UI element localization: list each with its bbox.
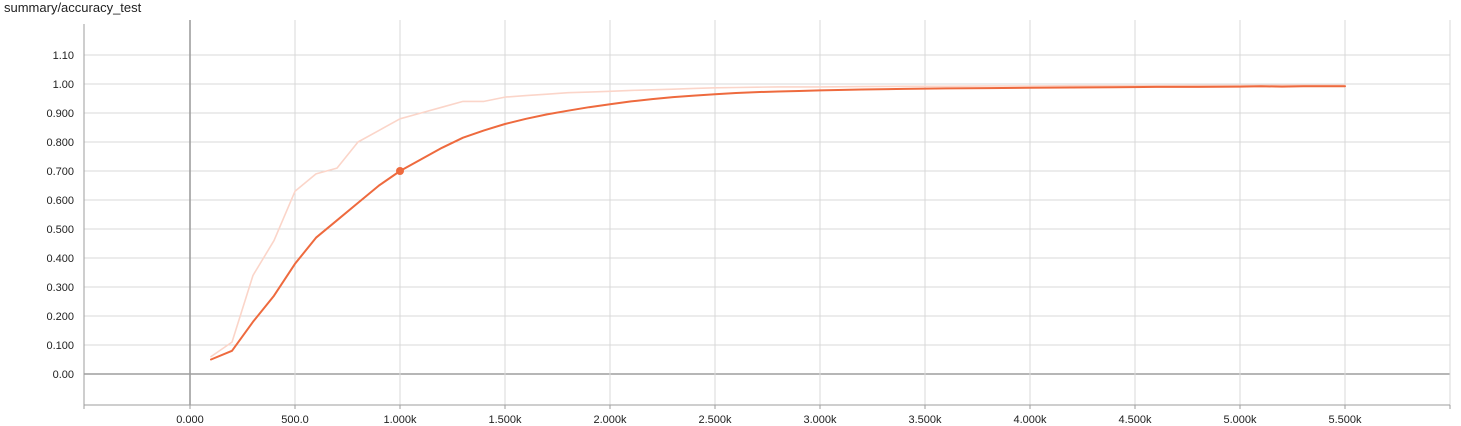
x-tick-label: 2.000k [593, 414, 627, 426]
x-tick-label: 0.000 [176, 414, 204, 426]
x-tick-label: 3.000k [803, 414, 837, 426]
highlight-marks [396, 167, 404, 175]
y-tick-label: 0.500 [46, 224, 74, 236]
y-tick-label: 0.600 [46, 195, 74, 207]
x-tick-label: 5.000k [1223, 414, 1257, 426]
y-tick-label: 0.400 [46, 253, 74, 265]
x-tick-label: 5.500k [1328, 414, 1362, 426]
x-tick-label: 1.000k [383, 414, 417, 426]
grid [84, 20, 1450, 405]
axes [83, 20, 1451, 409]
y-tick-label: 0.00 [53, 369, 74, 381]
x-tick-label: 4.500k [1118, 414, 1152, 426]
y-tick-label: 1.00 [53, 79, 74, 91]
x-tick-labels: 0.000 500.0 1.000k 1.500k 2.000k 2.500k 3.000k… [176, 414, 1362, 426]
x-tick-label: 4.000k [1013, 414, 1047, 426]
y-tick-label: 0.200 [46, 311, 74, 323]
raw-series-line [210, 84, 1346, 358]
x-tick-label: 2.500k [698, 414, 732, 426]
chart-title: summary/accuracy_test [4, 0, 142, 15]
highlight-point[interactable] [396, 167, 404, 175]
y-tick-label: 0.700 [46, 166, 74, 178]
series-lines [210, 84, 1346, 361]
smoothed-series-line [210, 85, 1346, 361]
y-tick-label: 0.100 [46, 340, 74, 352]
x-tick-label: 500.0 [281, 414, 309, 426]
y-tick-label: 0.300 [46, 282, 74, 294]
y-tick-label: 0.800 [46, 137, 74, 149]
y-tick-labels: 0.00 0.100 0.200 0.300 0.400 0.500 0.600 0.700 0… [46, 50, 74, 381]
x-tick-label: 3.500k [908, 414, 942, 426]
y-tick-label: 0.900 [46, 108, 74, 120]
x-tick-label: 1.500k [488, 414, 522, 426]
y-tick-label: 1.10 [53, 50, 74, 62]
